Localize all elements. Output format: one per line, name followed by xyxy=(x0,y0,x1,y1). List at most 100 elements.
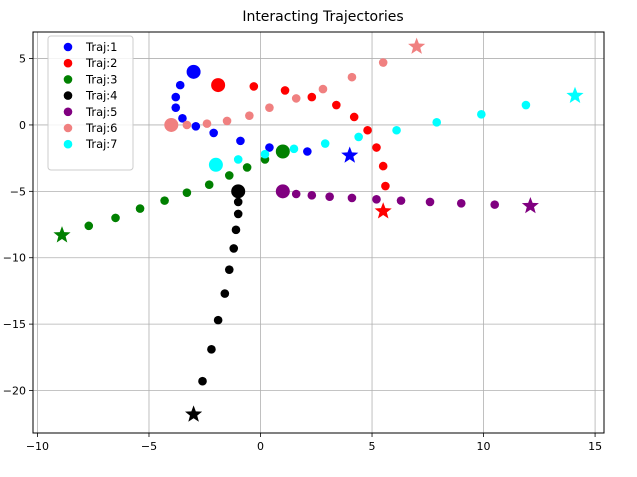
trajectory-point xyxy=(372,195,381,204)
legend-marker xyxy=(63,123,73,133)
x-tick-label: 10 xyxy=(477,440,491,453)
trajectory-point xyxy=(432,117,442,127)
trajectory-point xyxy=(325,192,334,201)
trajectory-point xyxy=(260,149,270,159)
legend-label: Traj:5 xyxy=(85,105,118,119)
trajectory-point xyxy=(182,188,192,197)
trajectory-point xyxy=(233,197,243,207)
legend-label: Traj:7 xyxy=(85,137,118,151)
trajectory-point xyxy=(477,110,486,119)
legend-label: Traj:6 xyxy=(85,121,118,135)
trajectory-point xyxy=(224,265,234,274)
trajectory-start-point xyxy=(275,144,290,159)
legend-box xyxy=(47,35,134,171)
trajectory-point xyxy=(378,58,388,67)
trajectory-start-point xyxy=(186,64,201,79)
trajectory-point xyxy=(233,209,243,219)
trajectory-point xyxy=(307,191,317,200)
trajectory-start-point xyxy=(275,184,290,199)
trajectory-point xyxy=(222,116,232,126)
trajectory-point xyxy=(242,163,252,172)
legend-marker xyxy=(63,107,73,117)
trajectory-point xyxy=(84,221,94,231)
trajectory-point xyxy=(233,155,243,164)
trajectory-point xyxy=(213,315,223,325)
trajectory-point xyxy=(318,84,328,94)
legend-marker xyxy=(63,139,73,149)
series-traj-6 xyxy=(164,37,426,132)
trajectory-point xyxy=(236,136,245,146)
trajectory-point xyxy=(303,147,312,156)
trajectory-point xyxy=(175,80,185,90)
trajectory-start-point xyxy=(211,78,226,93)
x-tick-label: −10 xyxy=(26,440,49,453)
trajectory-start-point xyxy=(231,184,246,199)
y-tick-label: 5 xyxy=(19,53,26,66)
trajectory-end-star xyxy=(408,37,426,54)
x-tick-label: 0 xyxy=(257,440,264,453)
trajectory-point xyxy=(291,189,301,199)
trajectory-point xyxy=(182,120,192,130)
trajectory-point xyxy=(425,197,435,207)
trajectory-point xyxy=(347,193,357,203)
legend-marker xyxy=(63,58,73,68)
chart-title: Interacting Trajectories xyxy=(242,9,403,25)
y-tick-label: −20 xyxy=(3,385,26,398)
trajectory-point xyxy=(354,132,363,142)
y-tick-label: −15 xyxy=(3,318,26,331)
trajectory-point xyxy=(332,100,341,110)
trajectory-point xyxy=(265,103,274,112)
trajectory-point xyxy=(160,196,169,205)
trajectory-point xyxy=(207,345,216,354)
trajectory-point xyxy=(245,111,254,120)
trajectory-point xyxy=(231,225,241,235)
trajectory-point xyxy=(224,171,234,180)
trajectory-point xyxy=(171,92,181,102)
trajectory-point xyxy=(521,100,531,110)
legend: Traj:1 Traj:2 Traj:3 Traj:4 Traj:5 Traj:6 Traj… xyxy=(47,35,134,171)
trajectory-point xyxy=(378,161,388,171)
trajectory-point xyxy=(229,244,239,253)
legend-marker xyxy=(63,75,73,84)
series-traj-5 xyxy=(275,184,539,214)
trajectory-point xyxy=(191,121,201,131)
x-tick-label: 5 xyxy=(369,440,376,453)
trajectory-point xyxy=(178,114,187,123)
axis-ticks: −10 −5 0 5 10 15 5 0 −5 −10 −15 −20 xyxy=(3,53,602,453)
series-traj-1 xyxy=(171,64,359,163)
trajectory-point xyxy=(490,200,500,209)
trajectory-point xyxy=(289,144,299,154)
trajectory-point xyxy=(372,143,381,152)
series-traj-2 xyxy=(211,78,392,219)
trajectory-point xyxy=(171,103,181,112)
trajectory-point xyxy=(135,204,145,213)
y-tick-label: −5 xyxy=(10,185,26,198)
trajectory-point xyxy=(349,112,359,122)
trajectory-point xyxy=(363,125,372,135)
x-tick-label: 15 xyxy=(588,440,602,453)
trajectory-end-star xyxy=(185,405,203,422)
series-traj-7 xyxy=(208,86,584,172)
trajectory-point xyxy=(202,119,212,128)
trajectory-point xyxy=(320,139,330,148)
legend-label: Traj:4 xyxy=(85,89,118,103)
trajectory-point xyxy=(265,143,274,152)
trajectory-start-point xyxy=(164,117,179,132)
trajectory-point xyxy=(381,181,390,191)
y-tick-label: −10 xyxy=(3,252,26,265)
trajectory-end-star xyxy=(53,226,71,243)
trajectory-point xyxy=(291,94,301,103)
trajectory-point xyxy=(392,125,401,135)
trajectory-point xyxy=(220,289,230,298)
trajectory-point xyxy=(396,196,406,205)
plot-frame xyxy=(32,31,605,434)
trajectory-point xyxy=(280,86,290,95)
legend-marker xyxy=(63,42,73,52)
plot-area xyxy=(53,37,584,422)
trajectory-point xyxy=(198,376,207,386)
trajectory-point xyxy=(249,82,259,91)
trajectory-point xyxy=(204,180,214,189)
x-tick-label: −5 xyxy=(141,440,157,453)
